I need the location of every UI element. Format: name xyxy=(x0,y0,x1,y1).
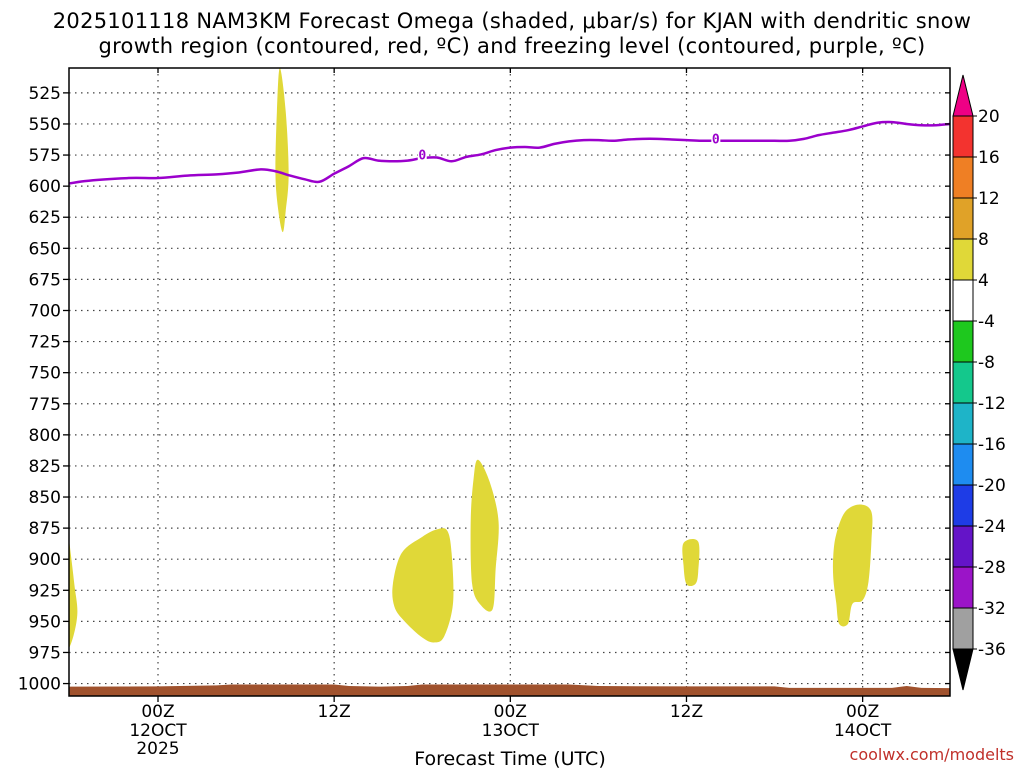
y-tick-label: 900 xyxy=(29,550,61,570)
colorbar-label: -32 xyxy=(978,599,1006,619)
y-tick-label: 850 xyxy=(29,488,61,508)
plot-frame xyxy=(68,67,951,697)
colorbar-label: 12 xyxy=(978,189,1000,209)
y-tick-label: 650 xyxy=(29,239,61,259)
colorbar-cell xyxy=(952,320,974,363)
colorbar-label: -16 xyxy=(978,435,1006,455)
colorbar-label: -36 xyxy=(978,640,1006,660)
colorbar-label: 16 xyxy=(978,148,1000,168)
x-axis-label: Forecast Time (UTC) xyxy=(414,748,605,768)
y-tick-label: 825 xyxy=(29,457,61,477)
omega-shaded-area xyxy=(392,528,454,643)
colorbar-label: -20 xyxy=(978,476,1006,496)
colorbar-cell xyxy=(952,115,974,158)
colorbar-cell xyxy=(952,279,974,322)
x-tick-date-label: 13OCT xyxy=(482,721,540,741)
y-tick-label: 600 xyxy=(29,177,61,197)
chart-title-line-1: 2025101118 NAM3KM Forecast Omega (shaded… xyxy=(52,9,972,33)
y-tick-label: 625 xyxy=(29,208,61,228)
colorbar-cell-top-triangle xyxy=(952,74,974,117)
y-tick-label: 525 xyxy=(29,84,61,104)
chart-title-line-2: growth region (contoured, red, ºC) and f… xyxy=(98,34,926,58)
y-tick-label: 925 xyxy=(29,581,61,601)
freezing-level-label-bg xyxy=(417,148,427,163)
x-tick-label: 00Z xyxy=(141,702,174,722)
x-tick-year-label: 2025 xyxy=(136,739,179,759)
x-tick-date-label: 14OCT xyxy=(834,721,892,741)
y-tick-label: 800 xyxy=(29,426,61,446)
colorbar-label: 20 xyxy=(978,107,1000,127)
freezing-level-line xyxy=(69,120,950,185)
x-tick-date-label: 12OCT xyxy=(129,721,187,741)
colorbar-cell xyxy=(952,566,974,609)
y-tick-label: 775 xyxy=(29,395,61,415)
colorbar-cell xyxy=(952,197,974,240)
plot-area: 00 xyxy=(68,67,951,697)
colorbar-cell xyxy=(952,361,974,404)
colorbar-label: -8 xyxy=(978,353,995,373)
colorbar-cell xyxy=(952,402,974,445)
omega-shaded-area xyxy=(470,459,499,612)
colorbar-cell-bottom-triangle xyxy=(952,648,974,691)
y-tick-label: 675 xyxy=(29,270,61,290)
colorbar-cell xyxy=(952,443,974,486)
x-tick-label: 12Z xyxy=(318,702,351,722)
x-tick-label: 00Z xyxy=(846,702,879,722)
omega-shaded-area xyxy=(832,504,873,627)
terrain-fill xyxy=(69,684,950,696)
omega-shaded-area xyxy=(682,539,700,587)
y-tick-label: 725 xyxy=(29,333,61,353)
omega-shaded-area xyxy=(275,68,289,233)
colorbar-cell xyxy=(952,484,974,527)
colorbar-label: -12 xyxy=(978,394,1006,414)
colorbar-cell xyxy=(952,607,974,650)
omega-shaded-area xyxy=(69,538,78,649)
y-tick-label: 700 xyxy=(29,301,61,321)
plot-contents: 00 xyxy=(69,68,950,696)
y-tick-label: 975 xyxy=(29,643,61,663)
y-tick-label: 550 xyxy=(29,115,61,135)
y-axis: 525 550 575 600 625 650 675 700 725 750 775 800 825 8… xyxy=(18,84,950,695)
colorbar-label: 8 xyxy=(978,230,989,250)
colorbar-cell xyxy=(952,156,974,199)
omega-colorbar: 20 16 12 8 4 -4 -8 -12 -16 -20 -24 -28 -32 -36 xyxy=(952,74,1006,691)
freezing-level-label: 0 xyxy=(418,149,426,164)
x-tick-label: 12Z xyxy=(670,702,703,722)
y-tick-label: 575 xyxy=(29,146,61,166)
colorbar-cell xyxy=(952,238,974,281)
freezing-level-label: 0 xyxy=(712,132,720,147)
y-tick-label: 750 xyxy=(29,364,61,384)
colorbar-label: -4 xyxy=(978,312,995,332)
credit-text: coolwx.com/modelts xyxy=(850,745,1014,764)
y-tick-label: 1000 xyxy=(18,675,61,695)
colorbar-label: -24 xyxy=(978,517,1006,537)
colorbar-cell xyxy=(952,525,974,568)
x-tick-label: 00Z xyxy=(494,702,527,722)
colorbar-label: -28 xyxy=(978,558,1006,578)
y-tick-label: 950 xyxy=(29,612,61,632)
y-tick-label: 875 xyxy=(29,519,61,539)
colorbar-label: 4 xyxy=(978,271,989,291)
freezing-level-label-bg xyxy=(711,131,721,146)
